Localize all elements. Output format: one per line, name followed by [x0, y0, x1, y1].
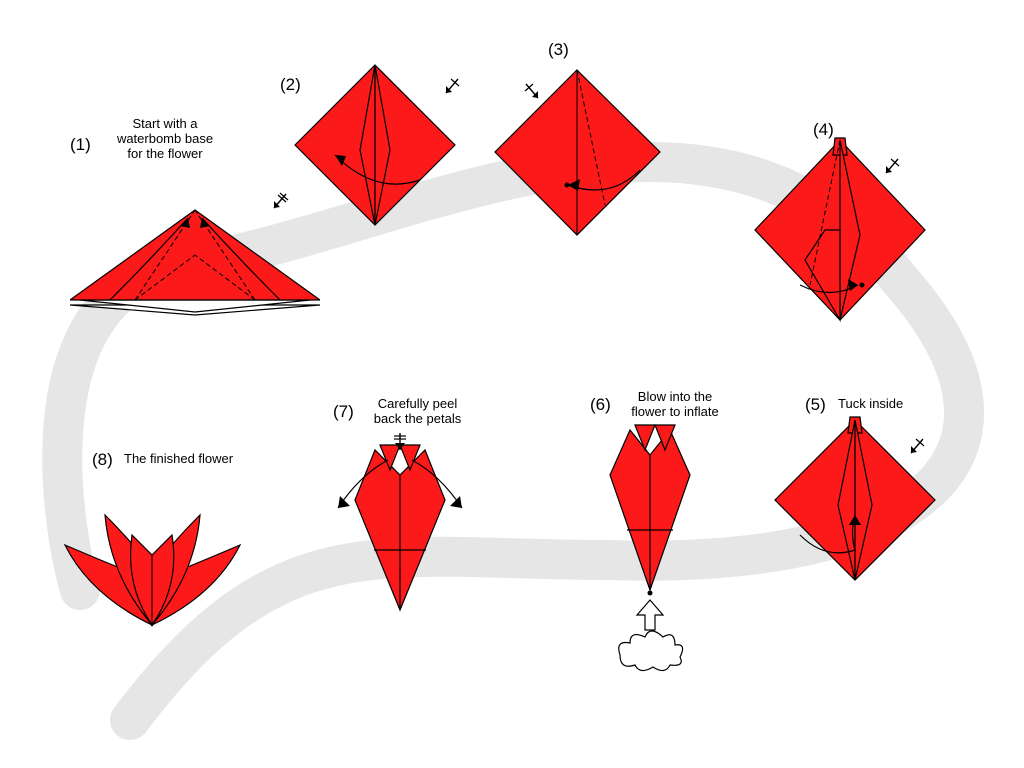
repeat-marker-1 — [268, 190, 292, 214]
step-6-caption: Blow into theflower to inflate — [625, 390, 725, 420]
step-2-label: (2) — [280, 75, 301, 95]
step-1-caption: Start with awaterbomb basefor the flower — [110, 117, 220, 162]
step-8-caption: The finished flower — [124, 452, 233, 467]
step-8-figure — [60, 475, 245, 645]
step-3-figure — [490, 65, 665, 240]
repeat-marker-2 — [440, 75, 464, 99]
step-8-label: (8) — [92, 450, 113, 470]
step-7-label: (7) — [333, 402, 354, 422]
repeat-marker-4 — [880, 155, 904, 179]
step-7-caption: Carefully peelback the petals — [370, 397, 465, 427]
step-5-label: (5) — [805, 395, 826, 415]
step-6-figure — [585, 415, 715, 675]
step-6-label: (6) — [590, 395, 611, 415]
repeat-marker-7 — [388, 430, 412, 454]
step-1-label: (1) — [70, 135, 91, 155]
step-3-label: (3) — [548, 40, 569, 60]
step-7-figure — [320, 430, 480, 620]
step-1-figure — [70, 200, 320, 330]
repeat-marker-3 — [520, 80, 544, 104]
step-4-label: (4) — [813, 120, 834, 140]
repeat-marker-5 — [905, 435, 929, 459]
step-2-figure — [290, 60, 460, 230]
step-5-caption: Tuck inside — [838, 397, 903, 412]
diagram-canvas: (1) (2) (3) (4) (5) (6) (7) (8) Start wi… — [0, 0, 1024, 768]
